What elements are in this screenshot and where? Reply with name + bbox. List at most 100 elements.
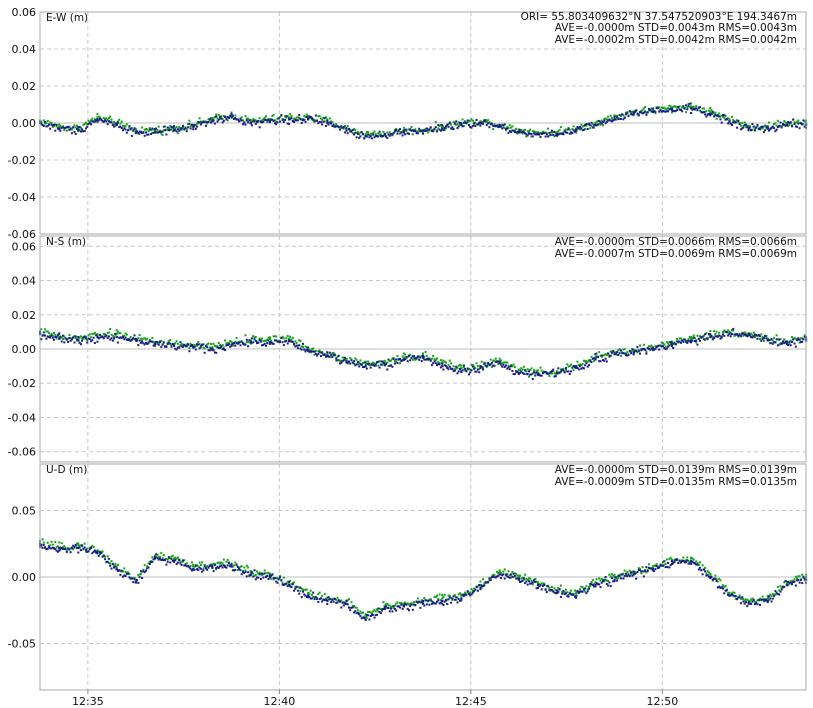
data-point — [474, 121, 477, 124]
data-point — [238, 341, 241, 344]
data-point — [776, 119, 779, 122]
data-point — [704, 113, 707, 116]
data-point — [392, 357, 395, 359]
data-point — [788, 122, 791, 125]
data-point — [753, 603, 756, 606]
data-point — [383, 133, 386, 136]
data-point — [729, 594, 732, 597]
data-point — [62, 126, 64, 129]
data-point — [187, 123, 190, 126]
data-point — [253, 574, 256, 577]
data-point — [174, 342, 177, 345]
data-point — [350, 359, 353, 362]
data-point — [530, 373, 533, 376]
data-point — [369, 366, 372, 369]
data-point — [662, 107, 664, 109]
data-point — [709, 573, 712, 576]
data-point — [303, 118, 306, 121]
data-point — [678, 559, 681, 562]
data-point — [93, 550, 96, 553]
data-point — [115, 123, 118, 127]
data-point — [298, 344, 301, 347]
data-point — [639, 344, 641, 347]
data-point — [438, 125, 441, 127]
data-point — [507, 570, 510, 573]
data-point — [727, 592, 730, 594]
data-point — [317, 601, 320, 603]
data-point — [566, 591, 569, 594]
data-point — [473, 367, 476, 370]
data-point — [165, 563, 168, 566]
data-point — [86, 123, 89, 126]
data-point — [328, 117, 331, 120]
data-point — [87, 119, 90, 122]
data-point — [262, 576, 265, 579]
panel-y-label: N-S (m) — [46, 236, 86, 248]
data-point — [648, 345, 650, 348]
data-point — [211, 346, 214, 349]
data-point — [231, 114, 234, 117]
data-point — [70, 547, 73, 550]
data-point — [242, 342, 244, 345]
data-point — [189, 564, 192, 567]
data-point — [171, 130, 174, 133]
data-point — [743, 121, 746, 124]
data-point — [683, 338, 686, 341]
data-point — [332, 354, 335, 357]
data-point — [356, 609, 359, 612]
data-point — [211, 565, 214, 568]
data-point — [175, 130, 178, 133]
data-point — [602, 578, 604, 581]
data-point — [639, 111, 641, 114]
data-point — [208, 346, 211, 349]
data-point — [622, 348, 625, 351]
data-point — [559, 368, 562, 371]
data-point — [642, 570, 645, 573]
data-point — [388, 359, 391, 362]
data-point — [508, 576, 511, 579]
data-point — [129, 577, 132, 580]
data-point — [691, 339, 694, 342]
y-tick-label: 0.02 — [12, 309, 37, 322]
data-point — [598, 351, 601, 354]
data-point — [506, 127, 509, 130]
data-point — [63, 545, 66, 548]
data-point — [455, 365, 458, 368]
data-point — [106, 560, 109, 563]
data-point — [197, 343, 200, 346]
data-point — [770, 341, 773, 344]
data-point — [240, 116, 243, 119]
data-point — [724, 114, 727, 117]
data-point — [99, 553, 101, 556]
data-point — [157, 131, 160, 134]
data-point — [128, 126, 131, 129]
data-point — [101, 335, 104, 338]
data-point — [628, 350, 631, 353]
data-point — [208, 119, 211, 122]
data-point — [157, 558, 160, 561]
data-point — [566, 131, 569, 134]
data-point — [548, 131, 551, 134]
data-point — [461, 125, 464, 128]
data-point — [700, 336, 703, 339]
data-point — [632, 349, 635, 352]
data-point — [337, 126, 340, 129]
data-point — [630, 113, 633, 116]
data-point — [496, 360, 498, 363]
data-point — [540, 133, 543, 135]
data-point — [792, 579, 795, 582]
data-point — [714, 333, 717, 335]
data-point — [229, 565, 232, 568]
data-point — [202, 121, 205, 124]
data-point — [205, 344, 207, 347]
data-point — [582, 588, 585, 591]
data-point — [157, 125, 160, 128]
data-point — [430, 600, 433, 603]
data-point — [378, 360, 381, 363]
data-point — [423, 129, 426, 132]
data-point — [759, 335, 761, 338]
data-point — [747, 332, 750, 335]
data-point — [803, 577, 806, 580]
data-point — [64, 337, 67, 340]
data-point — [623, 348, 626, 351]
